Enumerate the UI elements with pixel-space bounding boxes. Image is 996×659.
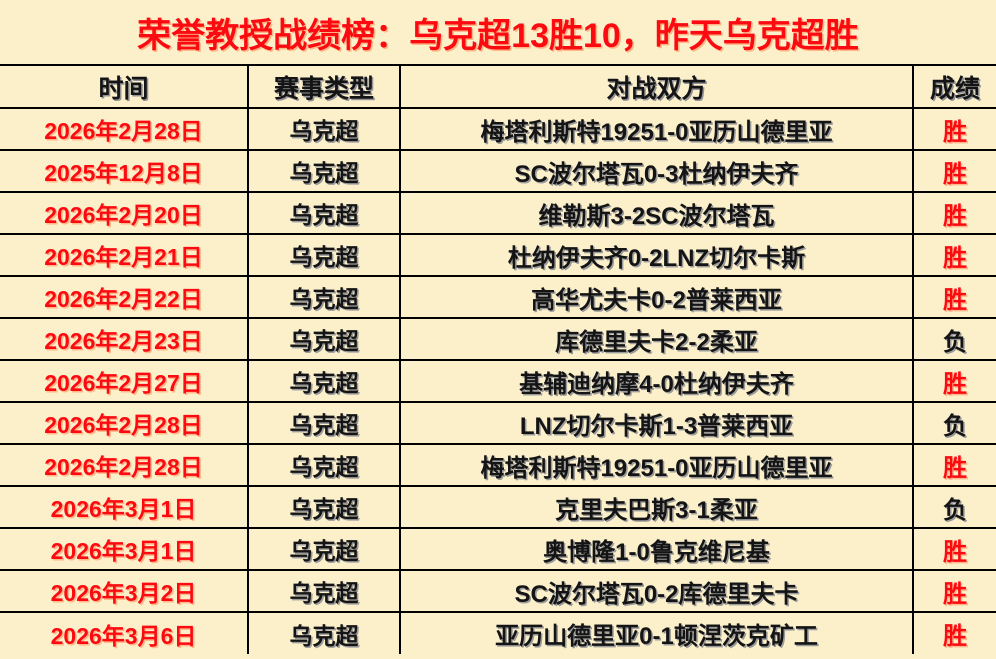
cell-matchup: 梅塔利斯特19251-0亚历山德里亚	[399, 444, 914, 487]
table-row: 2026年2月21日 乌克超 杜纳伊夫齐0-2LNZ切尔卡斯胜	[0, 234, 996, 277]
cell-date: 2026年3月2日	[0, 570, 249, 613]
cell-date: 2026年3月1日	[0, 528, 249, 571]
table-header: 时间 赛事类型 对战双方 成绩	[0, 66, 996, 109]
cell-matchup: 杜纳伊夫齐0-2LNZ切尔卡斯	[399, 234, 914, 277]
cell-result: 胜	[912, 612, 996, 654]
cell-competition-type: 乌克超	[247, 192, 401, 235]
column-header-type: 赛事类型	[247, 66, 401, 109]
cell-date: 2026年2月23日	[0, 318, 249, 361]
cell-result: 胜	[912, 276, 996, 319]
board-title-bar: 荣誉教授战绩榜：乌克超13胜10，昨天乌克超胜	[0, 0, 996, 66]
column-header-result: 成绩	[912, 66, 996, 109]
table-body: 2026年2月28日 乌克超 梅塔利斯特19251-0亚历山德里亚胜 2025年12月…	[0, 108, 996, 654]
table-row: 2026年2月23日 乌克超 库德里夫卡2-2柔亚负	[0, 318, 996, 361]
column-header-time: 时间	[0, 66, 249, 109]
table-row: 2026年3月6日 乌克超 亚历山德里亚0-1顿涅茨克矿工胜	[0, 612, 996, 654]
cell-result: 胜	[912, 570, 996, 613]
cell-result: 胜	[912, 192, 996, 235]
cell-matchup: SC波尔塔瓦0-3杜纳伊夫齐	[399, 150, 914, 193]
table-row: 2026年2月27日 乌克超 基辅迪纳摩4-0杜纳伊夫齐胜	[0, 360, 996, 403]
cell-date: 2026年3月1日	[0, 486, 249, 529]
table-row: 2025年12月8日 乌克超 SC波尔塔瓦0-3杜纳伊夫齐胜	[0, 150, 996, 193]
table-row: 2026年2月28日 乌克超 梅塔利斯特19251-0亚历山德里亚胜	[0, 444, 996, 487]
table-row: 2026年3月1日 乌克超 克里夫巴斯3-1柔亚负	[0, 486, 996, 529]
cell-matchup: 奥博隆1-0鲁克维尼基	[399, 528, 914, 571]
cell-date: 2025年12月8日	[0, 150, 249, 193]
cell-matchup: 克里夫巴斯3-1柔亚	[399, 486, 914, 529]
cell-result: 胜	[912, 360, 996, 403]
cell-date: 2026年2月28日	[0, 444, 249, 487]
cell-result: 胜	[912, 108, 996, 151]
records-table: 时间 赛事类型 对战双方 成绩 2026年2月28日 乌克超 梅塔利斯特19251-…	[0, 66, 996, 654]
cell-competition-type: 乌克超	[247, 234, 401, 277]
cell-date: 2026年2月20日	[0, 192, 249, 235]
cell-date: 2026年2月21日	[0, 234, 249, 277]
cell-result: 胜	[912, 444, 996, 487]
cell-matchup: 库德里夫卡2-2柔亚	[399, 318, 914, 361]
cell-competition-type: 乌克超	[247, 150, 401, 193]
cell-competition-type: 乌克超	[247, 612, 401, 654]
cell-competition-type: 乌克超	[247, 570, 401, 613]
cell-competition-type: 乌克超	[247, 318, 401, 361]
table-row: 2026年2月28日 乌克超 LNZ切尔卡斯1-3普莱西亚负	[0, 402, 996, 445]
cell-competition-type: 乌克超	[247, 528, 401, 571]
cell-date: 2026年2月28日	[0, 108, 249, 151]
table-row: 2026年2月20日 乌克超 维勒斯3-2SC波尔塔瓦胜	[0, 192, 996, 235]
records-table-container: 时间 赛事类型 对战双方 成绩 2026年2月28日 乌克超 梅塔利斯特19251-…	[0, 66, 996, 659]
table-row: 2026年3月2日 乌克超 SC波尔塔瓦0-2库德里夫卡胜	[0, 570, 996, 613]
cell-result: 负	[912, 318, 996, 361]
cell-matchup: 高华尤夫卡0-2普莱西亚	[399, 276, 914, 319]
cell-result: 负	[912, 402, 996, 445]
cell-matchup: 亚历山德里亚0-1顿涅茨克矿工	[399, 612, 914, 654]
table-row: 2026年2月28日 乌克超 梅塔利斯特19251-0亚历山德里亚胜	[0, 108, 996, 151]
cell-competition-type: 乌克超	[247, 108, 401, 151]
column-header-match: 对战双方	[399, 66, 914, 109]
cell-date: 2026年2月27日	[0, 360, 249, 403]
cell-result: 负	[912, 486, 996, 529]
cell-date: 2026年2月22日	[0, 276, 249, 319]
cell-matchup: LNZ切尔卡斯1-3普莱西亚	[399, 402, 914, 445]
cell-matchup: 维勒斯3-2SC波尔塔瓦	[399, 192, 914, 235]
cell-result: 胜	[912, 150, 996, 193]
cell-competition-type: 乌克超	[247, 360, 401, 403]
cell-date: 2026年2月28日	[0, 402, 249, 445]
page-title: 荣誉教授战绩榜：乌克超13胜10，昨天乌克超胜	[137, 16, 859, 55]
cell-competition-type: 乌克超	[247, 276, 401, 319]
cell-matchup: 梅塔利斯特19251-0亚历山德里亚	[399, 108, 914, 151]
cell-matchup: 基辅迪纳摩4-0杜纳伊夫齐	[399, 360, 914, 403]
cell-result: 胜	[912, 234, 996, 277]
table-row: 2026年3月1日 乌克超 奥博隆1-0鲁克维尼基胜	[0, 528, 996, 571]
cell-matchup: SC波尔塔瓦0-2库德里夫卡	[399, 570, 914, 613]
table-header-row: 时间 赛事类型 对战双方 成绩	[0, 66, 996, 109]
cell-date: 2026年3月6日	[0, 612, 249, 654]
cell-competition-type: 乌克超	[247, 486, 401, 529]
cell-result: 胜	[912, 528, 996, 571]
table-row: 2026年2月22日 乌克超 高华尤夫卡0-2普莱西亚胜	[0, 276, 996, 319]
cell-competition-type: 乌克超	[247, 402, 401, 445]
cell-competition-type: 乌克超	[247, 444, 401, 487]
